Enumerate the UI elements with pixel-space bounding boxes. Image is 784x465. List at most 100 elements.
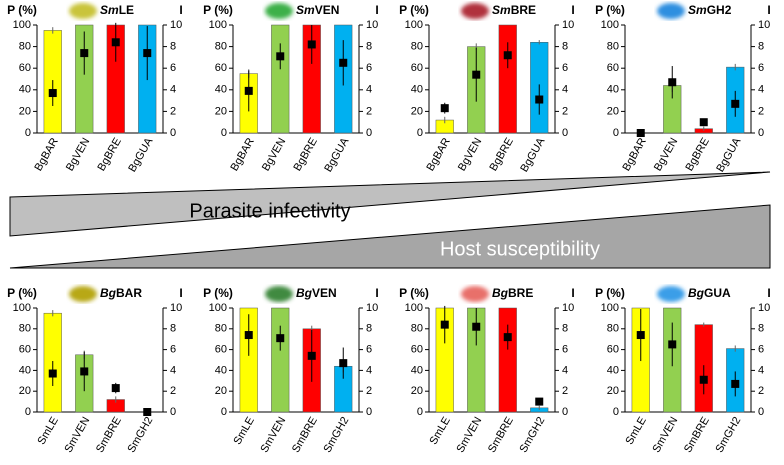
- x-tick-label: BgVEN: [652, 136, 680, 173]
- y2-tick-label: 4: [758, 84, 764, 96]
- y-tick-label: 60: [607, 62, 619, 74]
- y2-tick-label: 4: [366, 364, 372, 376]
- x-tick-label: SmLE: [35, 415, 60, 447]
- x-tick-label: BgVEN: [64, 136, 92, 173]
- title-prefix: Sm: [296, 3, 315, 17]
- y-tick-label: 20: [19, 385, 31, 397]
- y-tick-label: 60: [215, 344, 227, 356]
- y-tick-label: 0: [221, 127, 227, 139]
- y-axis-label: P (%): [7, 286, 37, 300]
- x-tick-label: BgBAR: [424, 136, 452, 173]
- intensity-point: [731, 379, 740, 388]
- intensity-point: [276, 334, 285, 343]
- x-tick-label: SmVEN: [62, 415, 92, 455]
- x-tick-label: BgBRE: [683, 136, 711, 173]
- title-suffix: LE: [119, 3, 134, 17]
- y-tick-label: 20: [19, 105, 31, 117]
- y-tick-label: 100: [209, 302, 227, 314]
- y2-tick-label: 6: [758, 62, 764, 74]
- x-tick-label: BgGUA: [714, 135, 743, 174]
- panel-title: BgVEN: [296, 286, 337, 300]
- y2-tick-label: 10: [758, 19, 770, 31]
- x-tick-label: BgBAR: [228, 136, 256, 173]
- intensity-point: [503, 333, 512, 342]
- strain-icon: [265, 286, 293, 302]
- y-axis-label: P (%): [7, 3, 37, 17]
- y2-tick-label: 8: [170, 323, 176, 335]
- bar: [271, 24, 290, 134]
- x-tick-label: SmBRE: [486, 415, 516, 455]
- y2-tick-label: 6: [366, 344, 372, 356]
- y2-axis-label: I: [571, 286, 574, 300]
- x-tick-label: BgBAR: [620, 136, 648, 173]
- y-tick-label: 80: [215, 41, 227, 53]
- y2-tick-label: 2: [562, 385, 568, 397]
- panel-title: BgBRE: [492, 286, 533, 300]
- title-prefix: Bg: [296, 286, 313, 300]
- y-axis-label: P (%): [595, 286, 625, 300]
- y2-axis-label: I: [179, 286, 182, 300]
- y-tick-label: 40: [607, 84, 619, 96]
- y2-tick-label: 2: [170, 385, 176, 397]
- y2-tick-label: 4: [562, 364, 568, 376]
- y-tick-label: 100: [13, 19, 31, 31]
- y-tick-label: 100: [405, 302, 423, 314]
- intensity-point: [535, 397, 544, 406]
- intensity-point: [699, 375, 708, 384]
- panel-title: BgGUA: [688, 286, 731, 300]
- y-tick-label: 0: [613, 127, 619, 139]
- intensity-point: [535, 95, 544, 104]
- intensity-point: [472, 322, 481, 331]
- intensity-point: [80, 49, 89, 58]
- x-tick-label: BgVEN: [260, 136, 288, 173]
- y-tick-label: 60: [411, 62, 423, 74]
- y-axis-label: P (%): [203, 3, 233, 17]
- y2-axis-label: I: [571, 3, 574, 17]
- y2-tick-label: 4: [170, 364, 176, 376]
- y2-axis-label: I: [179, 3, 182, 17]
- y2-tick-label: 10: [366, 19, 378, 31]
- intensity-point: [48, 369, 57, 378]
- band-label: Host susceptibility: [440, 238, 600, 260]
- y-tick-label: 0: [613, 406, 619, 418]
- y2-axis-label: I: [375, 3, 378, 17]
- y2-tick-label: 0: [366, 127, 372, 139]
- intensity-point: [276, 52, 285, 61]
- y-tick-label: 100: [13, 302, 31, 314]
- y-tick-label: 20: [215, 105, 227, 117]
- y2-tick-label: 8: [758, 323, 764, 335]
- y-axis-label: P (%): [399, 286, 429, 300]
- infectivity-wedge: [9, 171, 771, 237]
- y2-tick-label: 6: [366, 62, 372, 74]
- y2-tick-label: 6: [170, 344, 176, 356]
- x-tick-label: BgBAR: [32, 136, 60, 173]
- y-tick-label: 0: [25, 406, 31, 418]
- y-tick-label: 80: [411, 41, 423, 53]
- y-tick-label: 40: [215, 84, 227, 96]
- y-tick-label: 60: [19, 62, 31, 74]
- y2-tick-label: 2: [758, 105, 764, 117]
- y2-tick-label: 2: [366, 385, 372, 397]
- intensity-point: [80, 367, 89, 376]
- title-prefix: Bg: [492, 286, 509, 300]
- title-prefix: Bg: [688, 286, 705, 300]
- bar: [271, 307, 290, 413]
- y2-tick-label: 4: [562, 84, 568, 96]
- title-suffix: VEN: [312, 286, 337, 300]
- x-tick-label: SmGH2: [321, 415, 351, 455]
- y2-tick-label: 2: [366, 105, 372, 117]
- intensity-point: [111, 384, 120, 393]
- y-tick-label: 60: [215, 62, 227, 74]
- intensity-point: [503, 51, 512, 60]
- bar: [498, 307, 517, 413]
- x-tick-label: SmBRE: [682, 415, 712, 455]
- y-axis-label: P (%): [203, 286, 233, 300]
- y-tick-label: 60: [607, 344, 619, 356]
- x-tick-label: BgBRE: [291, 136, 319, 173]
- intensity-point: [244, 331, 253, 340]
- intensity-point: [143, 49, 152, 58]
- y2-tick-label: 0: [562, 406, 568, 418]
- x-tick-label: SmVEN: [454, 415, 484, 455]
- y2-tick-label: 6: [562, 344, 568, 356]
- y2-tick-label: 8: [562, 41, 568, 53]
